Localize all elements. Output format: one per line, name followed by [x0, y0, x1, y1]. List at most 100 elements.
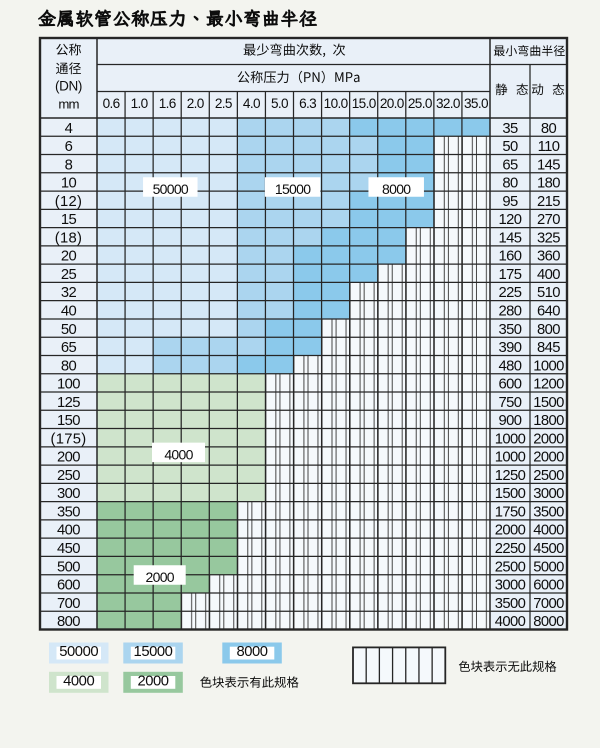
- svg-text:350: 350: [57, 504, 80, 520]
- svg-text:145: 145: [499, 230, 522, 246]
- svg-text:65: 65: [502, 157, 518, 173]
- svg-text:125: 125: [57, 395, 80, 411]
- svg-text:80: 80: [541, 121, 557, 137]
- svg-text:800: 800: [57, 614, 80, 630]
- svg-text:10: 10: [61, 176, 77, 192]
- svg-text:25.0: 25.0: [408, 96, 433, 111]
- svg-text:4500: 4500: [533, 541, 564, 557]
- svg-text:150: 150: [57, 413, 80, 429]
- svg-text:50000: 50000: [59, 644, 98, 660]
- svg-text:1500: 1500: [495, 486, 526, 502]
- svg-text:0.6: 0.6: [103, 96, 120, 111]
- svg-text:390: 390: [499, 340, 522, 356]
- svg-text:400: 400: [537, 267, 560, 283]
- svg-text:4: 4: [65, 121, 73, 137]
- svg-text:450: 450: [57, 541, 80, 557]
- svg-text:120: 120: [499, 212, 522, 228]
- svg-text:900: 900: [499, 413, 522, 429]
- svg-text:2000: 2000: [533, 431, 564, 447]
- svg-text:110: 110: [538, 139, 560, 155]
- svg-text:15000: 15000: [275, 181, 311, 197]
- svg-text:325: 325: [537, 230, 560, 246]
- svg-text:800: 800: [537, 322, 560, 338]
- svg-text:(DN): (DN): [55, 79, 82, 94]
- svg-text:225: 225: [499, 285, 522, 301]
- svg-text:32.0: 32.0: [436, 96, 461, 111]
- svg-text:50000: 50000: [153, 181, 189, 197]
- svg-text:4.0: 4.0: [243, 96, 261, 111]
- svg-text:2000: 2000: [146, 569, 175, 585]
- svg-text:180: 180: [537, 176, 560, 192]
- svg-text:2.5: 2.5: [215, 96, 232, 111]
- svg-text:(18): (18): [55, 230, 83, 246]
- svg-text:510: 510: [537, 285, 560, 301]
- svg-text:8000: 8000: [236, 644, 267, 660]
- svg-text:100: 100: [57, 377, 80, 393]
- svg-text:7000: 7000: [533, 596, 564, 612]
- svg-text:350: 350: [499, 322, 522, 338]
- svg-text:1750: 1750: [495, 504, 526, 520]
- svg-text:8000: 8000: [533, 614, 564, 630]
- svg-text:215: 215: [537, 194, 560, 210]
- svg-text:600: 600: [499, 377, 522, 393]
- svg-text:20: 20: [61, 249, 77, 265]
- svg-text:65: 65: [61, 340, 77, 356]
- svg-text:(175): (175): [50, 431, 86, 447]
- svg-text:15: 15: [61, 212, 77, 228]
- svg-text:1500: 1500: [533, 395, 564, 411]
- svg-text:145: 145: [537, 157, 560, 173]
- svg-text:20.0: 20.0: [380, 96, 405, 111]
- svg-text:95: 95: [502, 194, 518, 210]
- svg-text:3500: 3500: [495, 596, 526, 612]
- svg-text:5.0: 5.0: [271, 96, 289, 111]
- svg-text:50: 50: [502, 139, 518, 155]
- svg-text:3000: 3000: [495, 578, 526, 594]
- svg-text:1200: 1200: [533, 377, 564, 393]
- svg-text:1000: 1000: [495, 431, 526, 447]
- svg-text:4000: 4000: [164, 446, 193, 462]
- svg-text:10.0: 10.0: [324, 96, 349, 111]
- svg-text:2500: 2500: [495, 559, 526, 575]
- svg-text:700: 700: [57, 596, 80, 612]
- svg-text:15.0: 15.0: [352, 96, 377, 111]
- svg-text:280: 280: [499, 304, 522, 320]
- svg-text:35: 35: [502, 121, 518, 137]
- svg-text:4000: 4000: [63, 673, 94, 689]
- svg-text:8000: 8000: [382, 181, 411, 197]
- svg-text:1000: 1000: [495, 450, 526, 466]
- svg-text:25: 25: [61, 267, 77, 283]
- svg-text:35.0: 35.0: [464, 96, 489, 111]
- svg-text:6000: 6000: [533, 578, 564, 594]
- svg-text:2.0: 2.0: [187, 96, 205, 111]
- svg-text:360: 360: [537, 249, 560, 265]
- svg-text:4000: 4000: [533, 523, 564, 539]
- svg-text:160: 160: [499, 249, 522, 265]
- svg-text:3500: 3500: [533, 504, 564, 520]
- svg-text:400: 400: [57, 523, 80, 539]
- svg-text:845: 845: [537, 340, 560, 356]
- svg-text:80: 80: [502, 176, 518, 192]
- svg-text:50: 50: [61, 322, 77, 338]
- svg-text:640: 640: [537, 304, 560, 320]
- svg-text:6.3: 6.3: [299, 96, 316, 111]
- svg-text:1.6: 1.6: [159, 96, 176, 111]
- svg-text:5000: 5000: [533, 559, 564, 575]
- svg-text:1250: 1250: [495, 468, 526, 484]
- svg-text:750: 750: [499, 395, 522, 411]
- svg-text:40: 40: [61, 304, 77, 320]
- svg-text:500: 500: [57, 559, 80, 575]
- svg-text:mm: mm: [58, 96, 79, 111]
- svg-text:250: 250: [57, 468, 80, 484]
- svg-text:175: 175: [499, 267, 522, 283]
- svg-text:480: 480: [499, 358, 522, 374]
- svg-text:2000: 2000: [137, 673, 168, 689]
- svg-text:2000: 2000: [495, 523, 526, 539]
- svg-text:1.0: 1.0: [131, 96, 149, 111]
- svg-text:(12): (12): [55, 194, 83, 210]
- svg-text:15000: 15000: [134, 644, 173, 660]
- svg-text:1800: 1800: [533, 413, 564, 429]
- svg-text:300: 300: [57, 486, 80, 502]
- svg-text:600: 600: [57, 578, 80, 594]
- svg-text:8: 8: [65, 157, 73, 173]
- svg-text:2000: 2000: [533, 450, 564, 466]
